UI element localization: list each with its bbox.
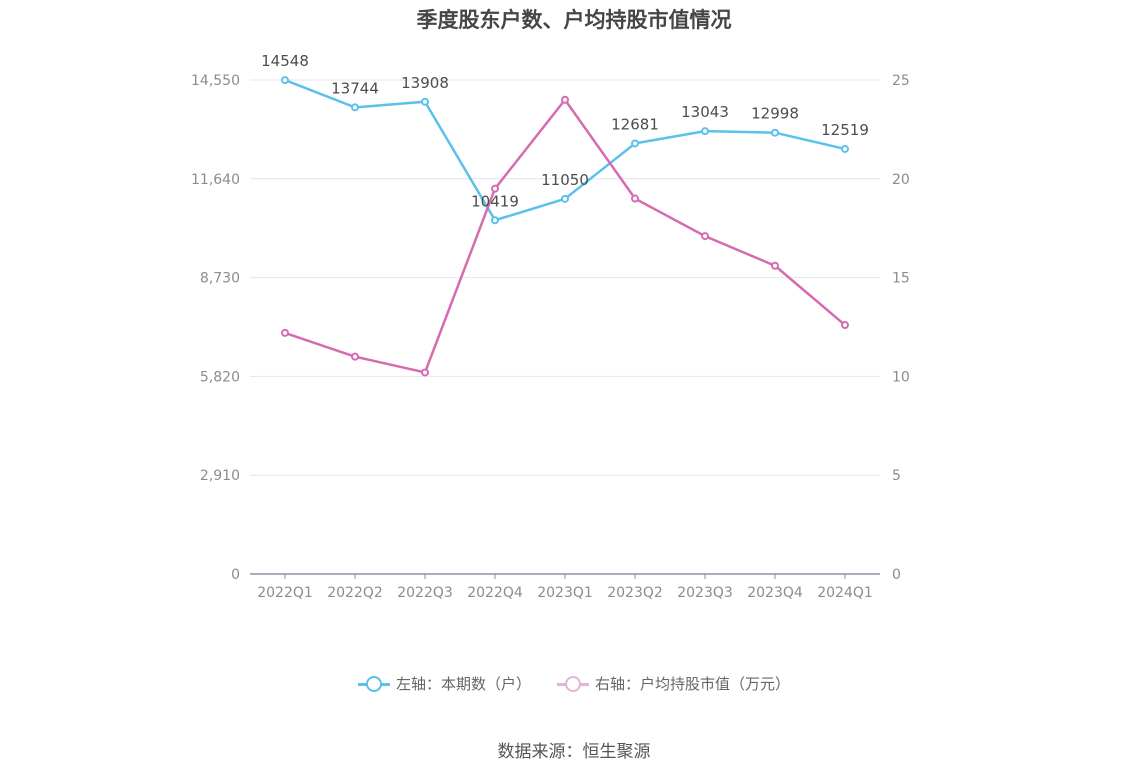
x-tick-label: 2023Q2 [607, 585, 663, 601]
data-label: 12681 [611, 115, 659, 133]
legend-item-left[interactable]: 左轴：本期数（户） [357, 673, 531, 694]
point-left [561, 194, 569, 203]
chart-title: 季度股东户数、户均持股市值情况 [416, 8, 732, 32]
point-left [491, 216, 499, 225]
point-right [421, 368, 429, 377]
data-label: 12519 [821, 121, 869, 139]
legend-label-right: 右轴：户均持股市值（万元） [595, 675, 791, 693]
right-tick-label: 25 [892, 73, 910, 89]
right-tick-label: 15 [892, 271, 910, 287]
data-label: 13908 [401, 74, 449, 92]
x-tick-label: 2022Q3 [397, 585, 453, 601]
right-tick-label: 0 [892, 567, 901, 583]
x-tick-label: 2024Q1 [817, 585, 873, 601]
left-tick-label: 2,910 [200, 468, 240, 484]
data-label: 11050 [541, 171, 589, 189]
x-tick-label: 2022Q1 [257, 585, 313, 601]
point-right [561, 95, 569, 104]
legend: 左轴：本期数（户） 右轴：户均持股市值（万元） [0, 673, 1148, 694]
right-tick-label: 5 [892, 468, 901, 484]
x-tick-label: 2023Q1 [537, 585, 593, 601]
point-left [351, 103, 359, 112]
point-left [841, 144, 849, 153]
x-tick-label: 2022Q4 [467, 585, 523, 601]
source-note: 数据来源：恒生聚源 [497, 742, 651, 762]
series-line-right [284, 98, 846, 374]
legend-swatch-right [557, 675, 589, 692]
point-left [281, 76, 289, 85]
point-left [631, 139, 639, 148]
left-tick-label: 0 [231, 567, 240, 583]
legend-label-left: 左轴：本期数（户） [395, 675, 531, 693]
x-tick-label: 2023Q3 [677, 585, 733, 601]
point-right [631, 194, 639, 203]
left-tick-label: 5,820 [200, 369, 240, 385]
point-right [771, 261, 779, 270]
point-right [701, 232, 709, 241]
point-right [491, 184, 499, 193]
point-right [841, 321, 849, 330]
axis-layer: 0 2,910 5,820 8,730 11,640 14,550 0 5 10 15 20 25 20… [191, 73, 910, 601]
grid-layer [250, 79, 880, 476]
left-tick-label: 14,550 [191, 73, 240, 89]
label-layer: 14548 13744 13908 10419 11050 12681 13043 12998… [261, 52, 869, 210]
x-tick-label: 2023Q4 [747, 585, 803, 601]
right-tick-label: 10 [892, 369, 910, 385]
point-left [701, 127, 709, 136]
point-left [421, 97, 429, 106]
data-label: 13744 [331, 79, 379, 97]
legend-item-right[interactable]: 右轴：户均持股市值（万元） [557, 673, 790, 694]
data-label: 13043 [681, 103, 729, 121]
data-label: 10419 [471, 192, 519, 210]
data-label: 14548 [261, 52, 309, 70]
legend-swatch-left [357, 675, 390, 692]
point-left [771, 128, 779, 137]
left-tick-label: 11,640 [191, 172, 240, 188]
right-tick-label: 20 [892, 172, 910, 188]
series-layer [281, 76, 849, 377]
x-tick-label: 2022Q2 [327, 585, 383, 601]
point-right [351, 352, 359, 361]
left-tick-label: 8,730 [200, 271, 240, 287]
point-right [281, 328, 289, 337]
data-label: 12998 [751, 105, 799, 123]
